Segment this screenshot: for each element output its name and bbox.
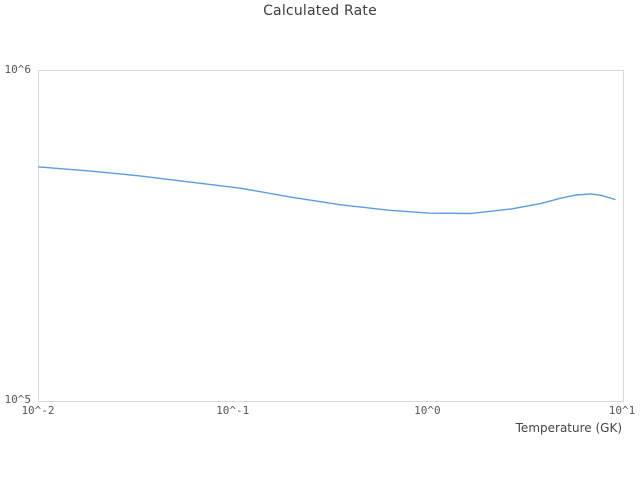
x-tick-label: 10^-1	[216, 404, 250, 417]
x-tick-label: 10^-2	[21, 404, 55, 417]
y-tick-label: 10^6	[4, 63, 32, 76]
calculated-rate-line	[38, 166, 616, 215]
x-axis-title: Temperature (GK)	[515, 421, 622, 435]
x-tick-label: 10^0	[414, 404, 441, 417]
chart-title: Calculated Rate	[263, 3, 377, 19]
rate-line-plot	[38, 166, 616, 215]
plot-area	[38, 70, 624, 402]
y-tick-label: 10^5	[4, 393, 32, 406]
x-tick-label: 10^1	[608, 404, 636, 417]
